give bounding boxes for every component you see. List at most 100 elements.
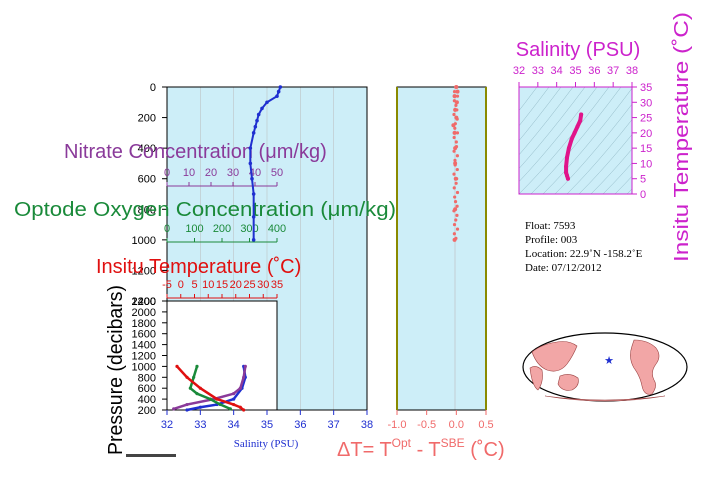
ts-point [564, 164, 569, 169]
salinity-inset-point [185, 408, 189, 412]
y-tick-label: 0 [150, 82, 156, 94]
ts-y-tick-label: 30 [640, 97, 652, 109]
density-isoline [519, 87, 586, 169]
delta-point [452, 209, 456, 213]
density-isoline [519, 87, 610, 194]
delta-point [455, 177, 459, 181]
oxygen-inset-point [228, 407, 232, 411]
delta-point [455, 227, 460, 231]
tick-label: 400 [268, 223, 286, 235]
tick-label: 100 [185, 223, 203, 235]
inset-y-tick-label: 1200 [132, 351, 156, 363]
oxygen-axis: 0 100 200 300 400 [164, 223, 286, 243]
profile-date: Date: 07/12/2012 [525, 262, 602, 274]
inset-background [167, 301, 277, 410]
temperature-inset-point [232, 402, 236, 407]
oxygen-inset-point [218, 402, 222, 407]
tick-label: 35 [271, 279, 283, 291]
temperature-inset-point [242, 408, 246, 412]
y-tick-label: 1400 [132, 296, 156, 308]
delta-left-axis [396, 87, 487, 410]
y-tick-label: 400 [138, 143, 156, 155]
inset-y-tick-label: 400 [138, 394, 156, 406]
ts-y-ticks: 0 5 10 15 20 25 30 35 [632, 82, 652, 201]
tick-label: 50 [271, 167, 283, 179]
x-tick-label: 38 [361, 419, 373, 431]
delta-point [452, 149, 456, 153]
x-tick-label: 36 [294, 419, 306, 431]
main-y-axis-label: Pressure (decibars) [105, 285, 127, 455]
salinity-inset-point [232, 397, 236, 401]
x-tick-label: 32 [161, 419, 173, 431]
inset-y-tick-label: 200 [138, 405, 156, 417]
y-tick-label: 800 [138, 204, 156, 216]
ts-point [579, 112, 584, 117]
y-tick-label: 1200 [132, 265, 156, 277]
delta-point [455, 131, 460, 135]
delta-point [452, 99, 456, 103]
inset-y-tick-label: 1800 [132, 318, 156, 330]
delta-t-points [451, 85, 460, 242]
delta-x-tick-label: 0.5 [478, 419, 493, 431]
ts-point [565, 173, 570, 178]
delta-label-sup2: SBE [441, 436, 465, 450]
nitrate-inset-point [243, 364, 247, 368]
delta-plot-area [397, 87, 486, 410]
ts-x-tick-label: 35 [569, 65, 581, 77]
salinity-point [255, 118, 259, 123]
ts-y-tick-label: 0 [640, 189, 646, 201]
delta-point [452, 222, 457, 227]
salinity-point [251, 192, 256, 196]
delta-point [452, 94, 457, 99]
ts-plot-area [519, 87, 632, 194]
inset-lines [172, 364, 247, 412]
ts-x-tick-label: 33 [532, 65, 544, 77]
delta-point [452, 135, 456, 140]
ts-title: Salinity (PSU) [516, 39, 640, 61]
world-map: ★ [522, 332, 688, 402]
delta-point [455, 94, 460, 98]
tick-label: 10 [183, 167, 195, 179]
ts-y-tick-label: 20 [640, 128, 652, 140]
nitrate-inset-point [232, 392, 236, 396]
temperature-ticks: -5 0 5 10 15 20 25 30 35 [162, 279, 283, 298]
delta-point [455, 89, 460, 94]
delta-point [453, 195, 457, 199]
delta-label-sup1: Opt [392, 436, 412, 450]
float-location-marker-icon: ★ [604, 355, 614, 367]
delta-point [455, 167, 459, 172]
map-land-australia [557, 374, 579, 391]
nitrate-inset-point [185, 402, 189, 407]
density-isoline [590, 148, 632, 194]
delta-x-tick-label: 0.0 [449, 419, 464, 431]
delta-point [452, 89, 457, 94]
temperature-inset-point [215, 397, 219, 401]
nitrate-inset-point [172, 407, 176, 411]
delta-point [453, 163, 457, 167]
delta-point [452, 186, 456, 190]
ts-x-tick-label: 38 [626, 65, 638, 77]
y-tick-label: 2200 [132, 296, 156, 308]
density-isoline [519, 87, 574, 156]
main-x-ticks: 32 33 34 35 36 37 38 [161, 410, 373, 431]
density-isoline [614, 175, 632, 194]
delta-point [455, 108, 459, 112]
delta-x-axis-label: ΔT= TOpt - TSBE (˚C) [337, 436, 505, 461]
salinity-point [278, 85, 283, 89]
density-isoline [530, 87, 622, 194]
salinity-point [251, 131, 256, 135]
nitrate-ticks: 0 10 20 30 40 50 [164, 167, 283, 186]
tick-label: 30 [257, 279, 269, 291]
density-isoline [519, 87, 538, 112]
oxygen-inset-point [195, 364, 199, 368]
map-land-africa [529, 366, 543, 391]
float-location: Location: 22.9˚N -158.2˚E [525, 248, 643, 260]
tick-label: 25 [243, 279, 255, 291]
temperature-inset-point [185, 375, 189, 379]
delta-point [453, 122, 457, 126]
density-isoline [602, 162, 632, 194]
tick-label: 10 [202, 279, 214, 291]
ts-x-ticks: 32 33 34 35 36 37 38 [513, 65, 638, 87]
